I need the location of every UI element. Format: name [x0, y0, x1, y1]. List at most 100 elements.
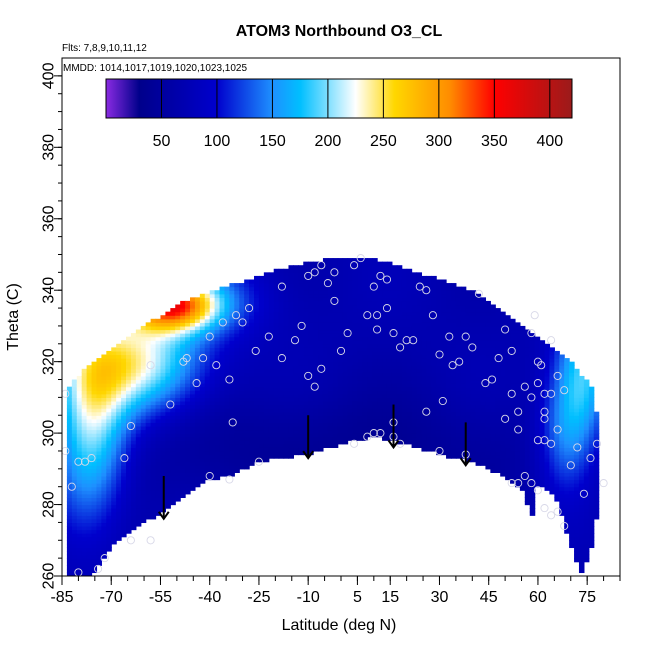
heatmap-cell — [352, 408, 359, 413]
heatmap-cell — [288, 308, 294, 313]
heatmap-cell — [254, 293, 260, 298]
heatmap-cell — [96, 415, 102, 420]
heatmap-cell — [101, 458, 107, 463]
heatmap-cell — [303, 404, 309, 409]
heatmap-cell — [401, 318, 408, 323]
heatmap-cell — [460, 397, 467, 402]
heatmap-cell — [421, 372, 427, 377]
heatmap-cell — [121, 411, 127, 416]
heatmap-cell — [372, 347, 378, 352]
heatmap-cell — [126, 386, 132, 391]
heatmap-cell — [244, 454, 250, 459]
heatmap-cell — [519, 436, 526, 441]
heatmap-cell — [426, 433, 432, 438]
heatmap-cell — [185, 379, 191, 384]
heatmap-cell — [357, 425, 363, 431]
heatmap-cell — [258, 340, 265, 345]
heatmap-cell — [106, 479, 112, 484]
heatmap-cell — [303, 322, 309, 327]
heatmap-cell — [411, 318, 418, 323]
heatmap-cell — [155, 447, 162, 452]
heatmap-cell — [180, 461, 186, 466]
heatmap-cell — [91, 540, 98, 545]
heatmap-cell — [175, 386, 181, 391]
heatmap-cell — [436, 450, 442, 456]
heatmap-cell — [145, 383, 152, 388]
heatmap-cell — [327, 390, 334, 395]
heatmap-cell — [249, 361, 255, 366]
heatmap-cell — [249, 440, 255, 445]
heatmap-cell — [505, 365, 511, 370]
heatmap-cell — [126, 518, 132, 524]
heatmap-cell — [362, 354, 368, 359]
heatmap-cell — [239, 375, 245, 381]
heatmap-cell — [278, 454, 285, 459]
heatmap-cell — [81, 436, 88, 441]
heatmap-cell — [258, 318, 265, 323]
heatmap-cell — [116, 393, 122, 398]
heatmap-cell — [71, 483, 78, 488]
heatmap-cell — [470, 447, 477, 452]
heatmap-cell — [446, 393, 452, 398]
heatmap-cell — [76, 411, 83, 416]
heatmap-cell — [130, 458, 137, 463]
heatmap-cell — [480, 347, 487, 352]
heatmap-cell — [145, 408, 152, 413]
heatmap-cell — [426, 390, 432, 395]
heatmap-cell — [416, 411, 423, 416]
heatmap-cell — [436, 408, 442, 413]
heatmap-cell — [116, 354, 122, 359]
heatmap-cell — [485, 418, 491, 423]
heatmap-cell — [81, 429, 88, 434]
heatmap-cell — [278, 322, 285, 327]
heatmap-cell — [450, 286, 457, 291]
heatmap-cell — [66, 436, 73, 441]
heatmap-cell — [411, 440, 418, 445]
heatmap-cell — [505, 343, 511, 348]
heatmap-cell — [303, 400, 309, 406]
heatmap-cell — [308, 386, 314, 391]
heatmap-cell — [293, 336, 299, 341]
heatmap-cell — [347, 397, 354, 402]
heatmap-cell — [180, 411, 186, 416]
heatmap-cell — [308, 286, 314, 291]
heatmap-cell — [190, 318, 196, 323]
heatmap-cell — [386, 400, 393, 406]
heatmap-cell — [475, 372, 482, 377]
heatmap-cell — [416, 361, 423, 366]
heatmap-cell — [160, 436, 166, 441]
heatmap-cell — [283, 336, 290, 341]
heatmap-cell — [155, 333, 162, 338]
heatmap-cell — [396, 354, 403, 359]
heatmap-cell — [209, 290, 216, 295]
heatmap-cell — [283, 272, 290, 277]
heatmap-cell — [495, 311, 501, 316]
heatmap-cell — [495, 340, 501, 345]
heatmap-cell — [126, 361, 132, 366]
heatmap-cell — [500, 429, 506, 434]
heatmap-cell — [524, 404, 531, 409]
heatmap-cell — [180, 433, 186, 438]
heatmap-cell — [455, 408, 462, 413]
heatmap-cell — [283, 315, 290, 320]
heatmap-cell — [490, 340, 496, 345]
heatmap-cell — [219, 390, 226, 395]
heatmap-cell — [322, 425, 329, 431]
heatmap-cell — [455, 315, 462, 320]
heatmap-cell — [263, 379, 270, 384]
heatmap-cell — [121, 386, 127, 391]
heatmap-cell — [342, 333, 349, 338]
heatmap-cell — [288, 322, 294, 327]
heatmap-cell — [155, 508, 162, 513]
heatmap-cell — [194, 440, 201, 445]
heatmap-cell — [327, 325, 334, 331]
heatmap-cell — [106, 468, 112, 473]
heatmap-cell — [519, 479, 526, 484]
heatmap-cell — [76, 393, 83, 398]
heatmap-cell — [322, 265, 329, 270]
heatmap-cell — [116, 368, 122, 373]
heatmap-cell — [460, 343, 467, 348]
heatmap-cell — [81, 483, 88, 488]
heatmap-cell — [352, 350, 359, 356]
heatmap-cell — [140, 472, 147, 477]
